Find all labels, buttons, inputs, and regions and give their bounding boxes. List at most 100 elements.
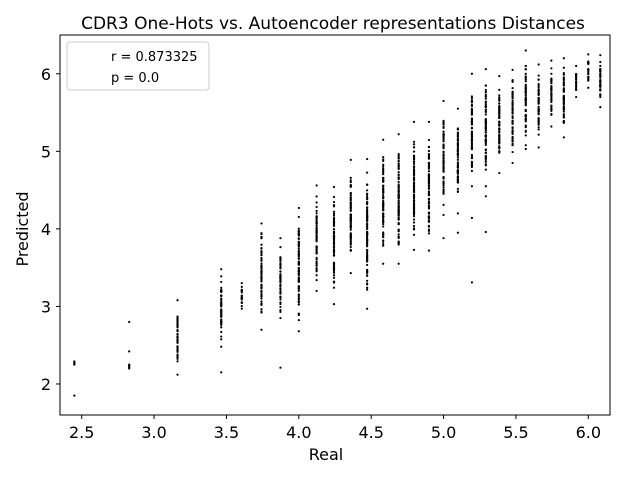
data-point bbox=[537, 74, 540, 77]
data-point bbox=[260, 278, 263, 282]
data-point bbox=[456, 187, 459, 191]
data-point bbox=[412, 210, 416, 214]
data-point bbox=[537, 88, 540, 91]
data-point bbox=[332, 245, 336, 248]
data-point bbox=[524, 109, 527, 112]
data-point bbox=[297, 280, 300, 283]
y-axis-label: Predicted bbox=[13, 191, 32, 266]
data-point bbox=[297, 287, 300, 290]
data-point bbox=[456, 180, 459, 183]
data-point bbox=[412, 162, 416, 165]
data-point bbox=[524, 147, 527, 151]
data-point bbox=[332, 286, 336, 289]
data-point bbox=[587, 60, 590, 64]
data-point bbox=[349, 271, 352, 275]
data-point bbox=[297, 257, 300, 260]
data-point bbox=[587, 73, 590, 76]
data-point bbox=[297, 252, 300, 256]
data-point bbox=[332, 238, 336, 242]
data-point bbox=[442, 150, 445, 153]
x-axis-ticks: 2.5 3.0 3.5 4.0 4.5 5.0 5.5 6.0 bbox=[69, 415, 601, 442]
data-point bbox=[575, 83, 578, 86]
data-point bbox=[366, 197, 369, 200]
data-point bbox=[176, 326, 179, 329]
data-point bbox=[484, 140, 487, 143]
data-point bbox=[297, 289, 300, 293]
data-point bbox=[599, 69, 602, 72]
data-point bbox=[397, 222, 400, 226]
data-point bbox=[498, 75, 501, 78]
data-point bbox=[442, 203, 445, 206]
data-point bbox=[484, 103, 487, 106]
data-point bbox=[524, 126, 527, 129]
data-point bbox=[484, 127, 487, 130]
data-point bbox=[537, 84, 540, 87]
data-point bbox=[128, 350, 131, 353]
data-point bbox=[456, 169, 459, 172]
legend-entry-r: r = 0.873325 bbox=[111, 50, 198, 65]
x-tick-label: 2.5 bbox=[69, 423, 94, 442]
data-point bbox=[315, 262, 318, 265]
data-point bbox=[279, 290, 282, 293]
data-point bbox=[550, 113, 553, 116]
data-point bbox=[550, 109, 553, 112]
data-point bbox=[366, 192, 369, 195]
data-point bbox=[315, 212, 318, 215]
data-point bbox=[349, 194, 352, 197]
data-point bbox=[315, 230, 318, 233]
data-point bbox=[366, 286, 369, 289]
data-point bbox=[442, 182, 445, 185]
data-point bbox=[412, 213, 416, 216]
data-point bbox=[332, 185, 336, 189]
data-point bbox=[279, 292, 282, 295]
data-point bbox=[442, 213, 445, 217]
data-point bbox=[550, 89, 553, 92]
data-point bbox=[397, 185, 400, 188]
data-point bbox=[427, 167, 431, 170]
data-point bbox=[511, 161, 514, 165]
legend: r = 0.873325 p = 0.0 bbox=[66, 41, 210, 91]
data-point bbox=[366, 241, 369, 244]
data-point bbox=[427, 149, 431, 153]
data-point bbox=[456, 131, 459, 135]
data-point bbox=[366, 195, 369, 198]
data-point bbox=[412, 140, 416, 143]
data-point bbox=[470, 142, 474, 146]
data-point bbox=[524, 72, 527, 76]
data-point bbox=[562, 108, 565, 111]
data-point bbox=[349, 235, 352, 238]
data-point bbox=[349, 219, 352, 222]
data-point bbox=[575, 72, 578, 76]
data-point bbox=[524, 76, 527, 79]
data-point bbox=[315, 279, 318, 282]
x-tick-label: 4.5 bbox=[358, 423, 383, 442]
data-point bbox=[427, 166, 431, 169]
data-point bbox=[397, 171, 400, 174]
data-point bbox=[412, 221, 416, 224]
data-point bbox=[456, 175, 459, 179]
data-point bbox=[382, 165, 385, 168]
data-point bbox=[575, 81, 578, 84]
data-point bbox=[498, 88, 501, 91]
data-point bbox=[260, 284, 263, 288]
data-point bbox=[456, 133, 459, 136]
data-point bbox=[279, 256, 282, 259]
data-point bbox=[349, 213, 352, 216]
x-tick-label: 3.0 bbox=[141, 423, 166, 442]
data-point bbox=[484, 164, 487, 167]
data-point bbox=[511, 127, 514, 130]
data-point bbox=[349, 181, 352, 184]
data-point bbox=[128, 367, 131, 370]
data-point bbox=[442, 130, 445, 133]
data-point bbox=[412, 168, 416, 172]
y-axis-ticks: 2 3 4 5 6 bbox=[41, 65, 60, 394]
data-point bbox=[366, 227, 369, 231]
data-point bbox=[315, 220, 318, 223]
data-point bbox=[511, 107, 514, 110]
data-point bbox=[484, 113, 487, 116]
data-point bbox=[382, 168, 385, 172]
data-point bbox=[73, 394, 76, 397]
data-point bbox=[332, 203, 336, 207]
data-point bbox=[550, 87, 553, 90]
